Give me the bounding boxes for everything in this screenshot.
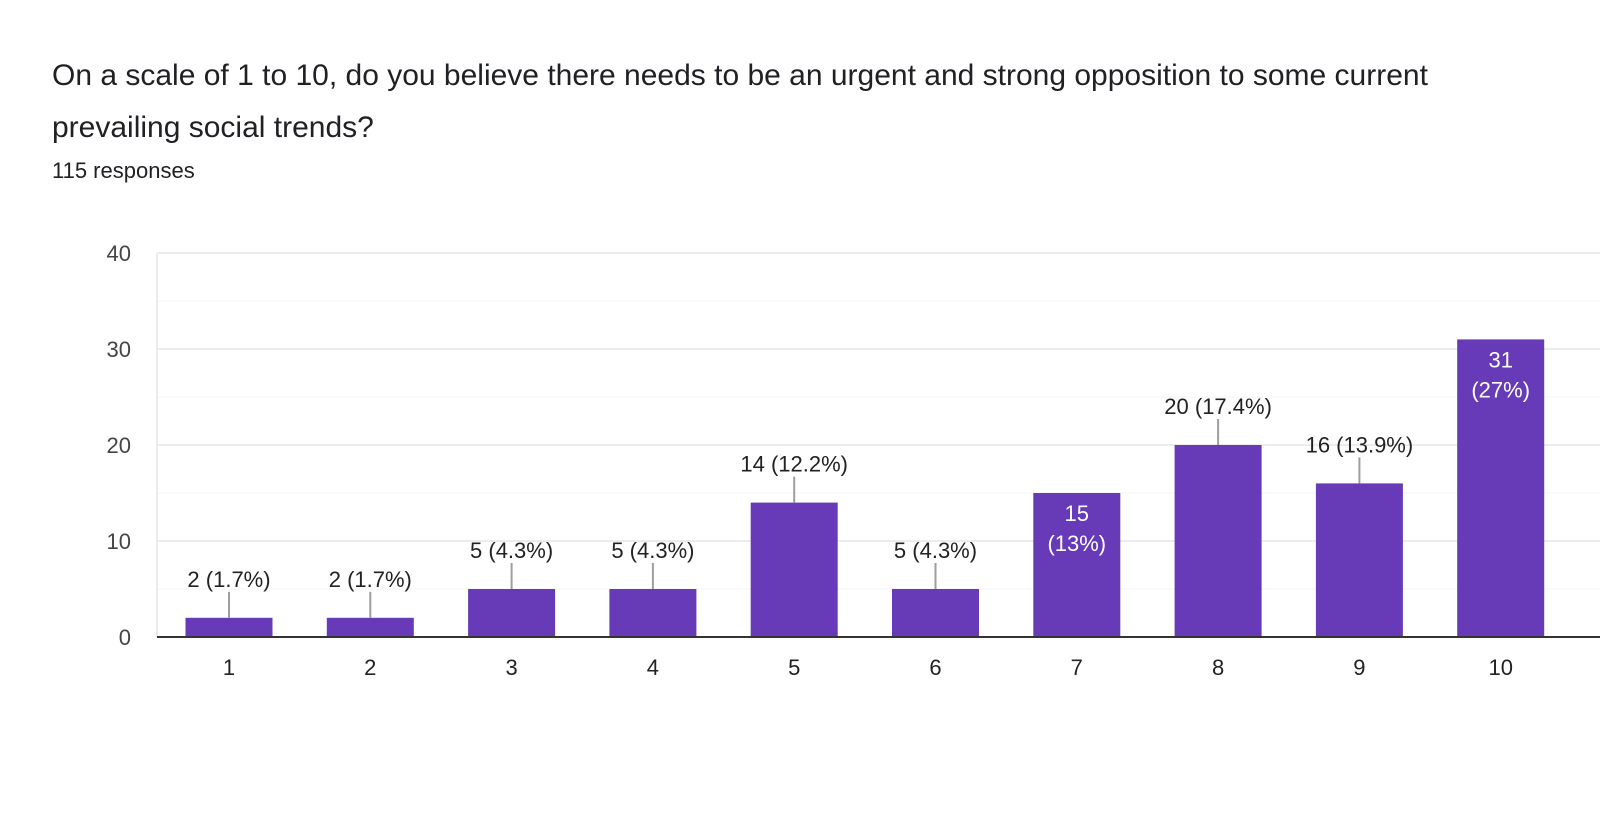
data-label: 5 (4.3%) [611,538,694,563]
x-tick-label: 1 [223,655,235,680]
data-label: 15 (13%) [1047,501,1106,556]
x-tick-label: 4 [647,655,659,680]
data-label: 5 (4.3%) [470,538,553,563]
bar [609,589,697,637]
bar-chart: 0 10 20 30 40 2 (1.7%) 1 2 (1.7%) 2 5 (4.3%) 3 5 (4… [107,241,1600,680]
bar [1033,493,1121,637]
y-tick-label: 30 [107,337,131,362]
bar [1457,339,1545,637]
y-tick-label: 20 [107,433,131,458]
y-tick-label: 10 [107,529,131,554]
data-label: 2 (1.7%) [329,567,412,592]
y-tick-label: 0 [119,625,131,650]
response-count: 115 responses [52,158,195,183]
x-tick-label: 6 [929,655,941,680]
question-title: On a scale of 1 to 10, do you believe th… [52,59,1428,144]
y-tick-label: 40 [107,241,131,266]
x-tick-label: 9 [1353,655,1365,680]
bar [185,617,273,637]
data-label: 16 (13.9%) [1306,432,1414,457]
x-tick-label: 10 [1488,655,1512,680]
data-label: 31 (27%) [1471,347,1530,402]
data-label: 2 (1.7%) [187,567,270,592]
data-label: 5 (4.3%) [894,538,977,563]
data-label: 14 (12.2%) [740,452,848,477]
data-label: 20 (17.4%) [1164,394,1272,419]
x-tick-label: 7 [1071,655,1083,680]
bar [892,589,979,637]
bar [1315,483,1403,637]
bar [326,617,414,637]
x-tick-label: 8 [1212,655,1224,680]
x-tick-label: 3 [505,655,517,680]
x-tick-label: 2 [364,655,376,680]
x-tick-label: 5 [788,655,800,680]
bar [750,502,838,637]
bar [1174,445,1262,637]
bar [468,589,556,637]
